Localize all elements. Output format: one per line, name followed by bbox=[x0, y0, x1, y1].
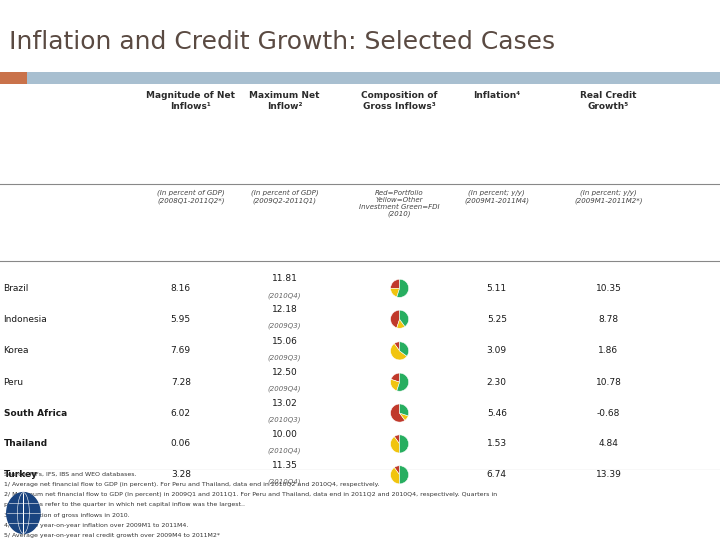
Wedge shape bbox=[397, 373, 409, 391]
Text: 1/ Average net financial flow to GDP (in percent). For Peru and Thailand, data e: 1/ Average net financial flow to GDP (in… bbox=[4, 482, 379, 487]
Wedge shape bbox=[390, 279, 400, 288]
Text: Inflation and Credit Growth: Selected Cases: Inflation and Credit Growth: Selected Ca… bbox=[9, 30, 555, 53]
Text: 12.18: 12.18 bbox=[271, 305, 297, 314]
Wedge shape bbox=[390, 310, 400, 328]
Text: (In percent of GDP)
(2008Q1-2011Q2*): (In percent of GDP) (2008Q1-2011Q2*) bbox=[157, 190, 225, 204]
Text: Brazil: Brazil bbox=[4, 284, 29, 293]
Text: Peru: Peru bbox=[4, 377, 24, 387]
Wedge shape bbox=[400, 465, 409, 484]
Text: 6.74: 6.74 bbox=[487, 470, 507, 480]
Wedge shape bbox=[400, 310, 409, 327]
Text: 1.53: 1.53 bbox=[487, 440, 507, 448]
Text: 10.35: 10.35 bbox=[595, 284, 621, 293]
Text: (2010Q4): (2010Q4) bbox=[268, 448, 301, 454]
Text: 2/ Maximum net financial flow to GDP (In percent) in 2009Q1 and 2011Q1. For Peru: 2/ Maximum net financial flow to GDP (In… bbox=[4, 492, 497, 497]
Text: (In percent of GDP)
(2009Q2-2011Q1): (In percent of GDP) (2009Q2-2011Q1) bbox=[251, 190, 318, 204]
Text: 13.02: 13.02 bbox=[271, 399, 297, 408]
Text: 5/ Average year-on-year real credit growth over 2009M4 to 2011M2*: 5/ Average year-on-year real credit grow… bbox=[4, 533, 220, 538]
Text: 11.81: 11.81 bbox=[271, 274, 297, 283]
Wedge shape bbox=[400, 404, 409, 416]
Text: (2010Q3): (2010Q3) bbox=[268, 417, 301, 423]
Text: 5.11: 5.11 bbox=[487, 284, 507, 293]
Wedge shape bbox=[400, 413, 408, 420]
Text: 1.86: 1.86 bbox=[598, 346, 618, 355]
Text: -0.68: -0.68 bbox=[597, 409, 620, 417]
Wedge shape bbox=[395, 465, 400, 475]
Text: Maximum Net
Inflow²: Maximum Net Inflow² bbox=[249, 91, 320, 111]
Text: parentheses refer to the quarter in which net capital inflow was the largest..: parentheses refer to the quarter in whic… bbox=[4, 502, 245, 508]
Text: 4.84: 4.84 bbox=[598, 440, 618, 448]
Wedge shape bbox=[391, 373, 400, 382]
Text: Inflation⁴: Inflation⁴ bbox=[473, 91, 521, 100]
Text: (In percent; y/y)
(2009M1-2011M4): (In percent; y/y) (2009M1-2011M4) bbox=[464, 190, 529, 204]
Text: Source: MFs, IFS, IBS and WEO databases.: Source: MFs, IFS, IBS and WEO databases. bbox=[4, 472, 136, 477]
Text: 12.50: 12.50 bbox=[271, 368, 297, 377]
Text: Composition of
Gross Inflows³: Composition of Gross Inflows³ bbox=[361, 91, 438, 111]
Text: (2009Q3): (2009Q3) bbox=[268, 355, 301, 361]
Text: 7.69: 7.69 bbox=[171, 346, 191, 355]
Wedge shape bbox=[397, 279, 409, 298]
Wedge shape bbox=[397, 319, 405, 328]
Text: Korea: Korea bbox=[4, 346, 29, 355]
Bar bbox=[0, 72, 27, 84]
Text: 7.28: 7.28 bbox=[171, 377, 191, 387]
Text: (2009Q4): (2009Q4) bbox=[268, 386, 301, 393]
Wedge shape bbox=[390, 437, 400, 453]
Text: 0.06: 0.06 bbox=[171, 440, 191, 448]
Wedge shape bbox=[390, 404, 405, 422]
Wedge shape bbox=[400, 435, 409, 453]
Wedge shape bbox=[390, 288, 400, 297]
Text: South Africa: South Africa bbox=[4, 409, 67, 417]
Text: 8.16: 8.16 bbox=[171, 284, 191, 293]
Wedge shape bbox=[390, 468, 400, 484]
Text: 3.09: 3.09 bbox=[487, 346, 507, 355]
Text: 10.78: 10.78 bbox=[595, 377, 621, 387]
Text: Magnitude of Net
Inflows¹: Magnitude of Net Inflows¹ bbox=[146, 91, 235, 111]
Text: 13.39: 13.39 bbox=[595, 470, 621, 480]
Text: 3/ Composition of gross inflows in 2010.: 3/ Composition of gross inflows in 2010. bbox=[4, 512, 129, 518]
Text: 11.35: 11.35 bbox=[271, 461, 297, 470]
Text: Real Credit
Growth⁵: Real Credit Growth⁵ bbox=[580, 91, 636, 111]
Text: 10.00: 10.00 bbox=[271, 430, 297, 439]
Text: 5.46: 5.46 bbox=[487, 409, 507, 417]
Text: (2010Q4): (2010Q4) bbox=[268, 478, 301, 485]
Wedge shape bbox=[395, 435, 400, 444]
Text: Indonesia: Indonesia bbox=[4, 315, 48, 323]
Text: (2010Q4): (2010Q4) bbox=[268, 292, 301, 299]
Text: 9: 9 bbox=[685, 501, 698, 519]
Wedge shape bbox=[395, 342, 400, 351]
Text: 5.95: 5.95 bbox=[171, 315, 191, 323]
Text: 5.25: 5.25 bbox=[487, 315, 507, 323]
Text: 4/ Average year-on-year inflation over 2009M1 to 2011M4.: 4/ Average year-on-year inflation over 2… bbox=[4, 523, 188, 528]
Wedge shape bbox=[400, 342, 409, 356]
Text: Red=Portfolio
Yellow=Other
Investment Green=FDI
(2010): Red=Portfolio Yellow=Other Investment Gr… bbox=[359, 190, 440, 218]
Text: (In percent; y/y)
(2009M1-2011M2*): (In percent; y/y) (2009M1-2011M2*) bbox=[574, 190, 643, 204]
Text: 8.78: 8.78 bbox=[598, 315, 618, 323]
Text: (2009Q3): (2009Q3) bbox=[268, 323, 301, 329]
Text: 2.30: 2.30 bbox=[487, 377, 507, 387]
Text: Thailand: Thailand bbox=[4, 440, 48, 448]
Text: 6.02: 6.02 bbox=[171, 409, 191, 417]
Text: Turkey: Turkey bbox=[4, 470, 37, 480]
Wedge shape bbox=[390, 380, 400, 391]
Wedge shape bbox=[390, 343, 407, 360]
Text: 3.28: 3.28 bbox=[171, 470, 191, 480]
Text: 15.06: 15.06 bbox=[271, 337, 297, 346]
Polygon shape bbox=[6, 492, 40, 534]
